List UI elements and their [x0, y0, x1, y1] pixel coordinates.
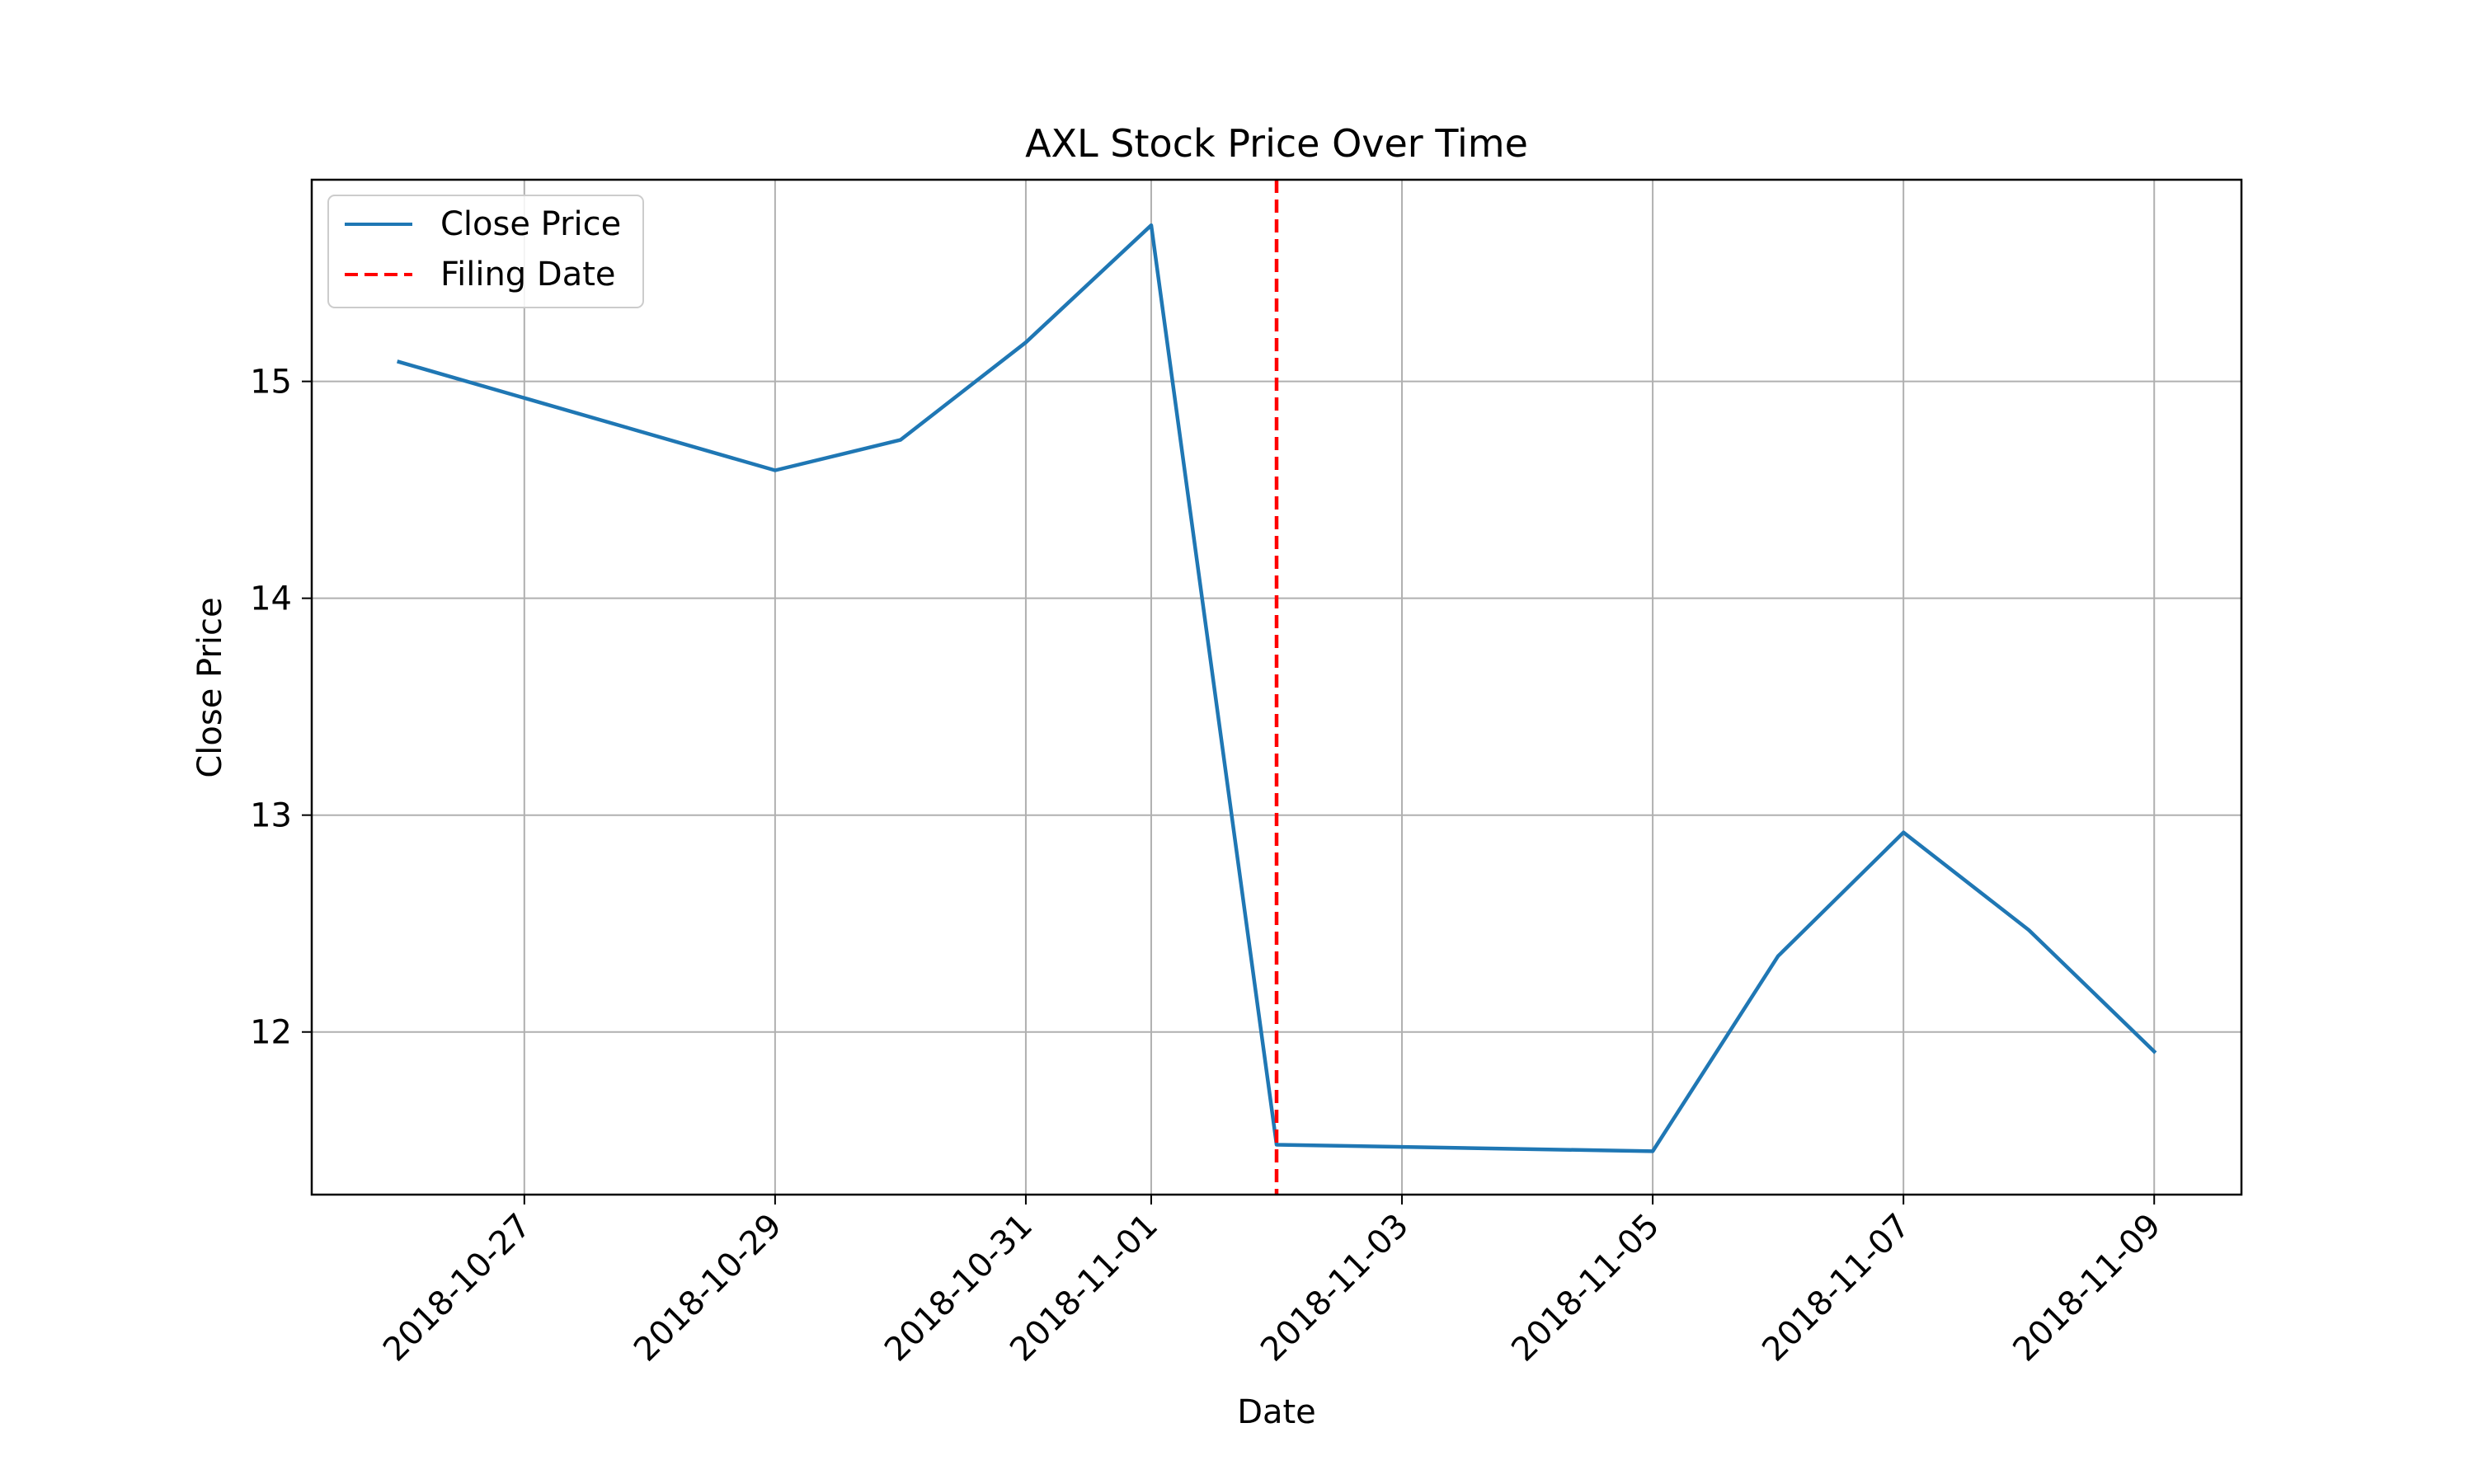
- x-tick-label: 2018-11-09: [2006, 1207, 2168, 1369]
- x-tick-label: 2018-10-27: [376, 1207, 539, 1369]
- y-tick-label: 13: [250, 797, 292, 835]
- chart-title: AXL Stock Price Over Time: [1025, 121, 1528, 166]
- y-axis-label: Close Price: [191, 597, 229, 777]
- y-tick-label: 15: [250, 364, 292, 402]
- plot-area: [397, 180, 2157, 1195]
- axes-frame: [310, 178, 2243, 1196]
- y-tick-label: 14: [250, 580, 292, 618]
- x-tick-label: 2018-11-07: [1755, 1207, 1917, 1369]
- x-tick-label: 2018-11-03: [1253, 1207, 1416, 1369]
- x-axis-label: Date: [1237, 1393, 1316, 1431]
- legend-label-filing-date: Filing Date: [440, 256, 616, 294]
- legend: Close Price Filing Date: [327, 195, 644, 308]
- x-tick-label: 2018-11-05: [1504, 1207, 1667, 1369]
- legend-label-close-price: Close Price: [440, 205, 621, 243]
- y-tick-label: 12: [250, 1014, 292, 1052]
- ticks: 2018-10-27 2018-10-29 2018-10-312018-11-01…: [250, 364, 2168, 1369]
- x-tick-label: 2018-10-29: [627, 1207, 789, 1369]
- series-line-close-price: [397, 223, 2157, 1153]
